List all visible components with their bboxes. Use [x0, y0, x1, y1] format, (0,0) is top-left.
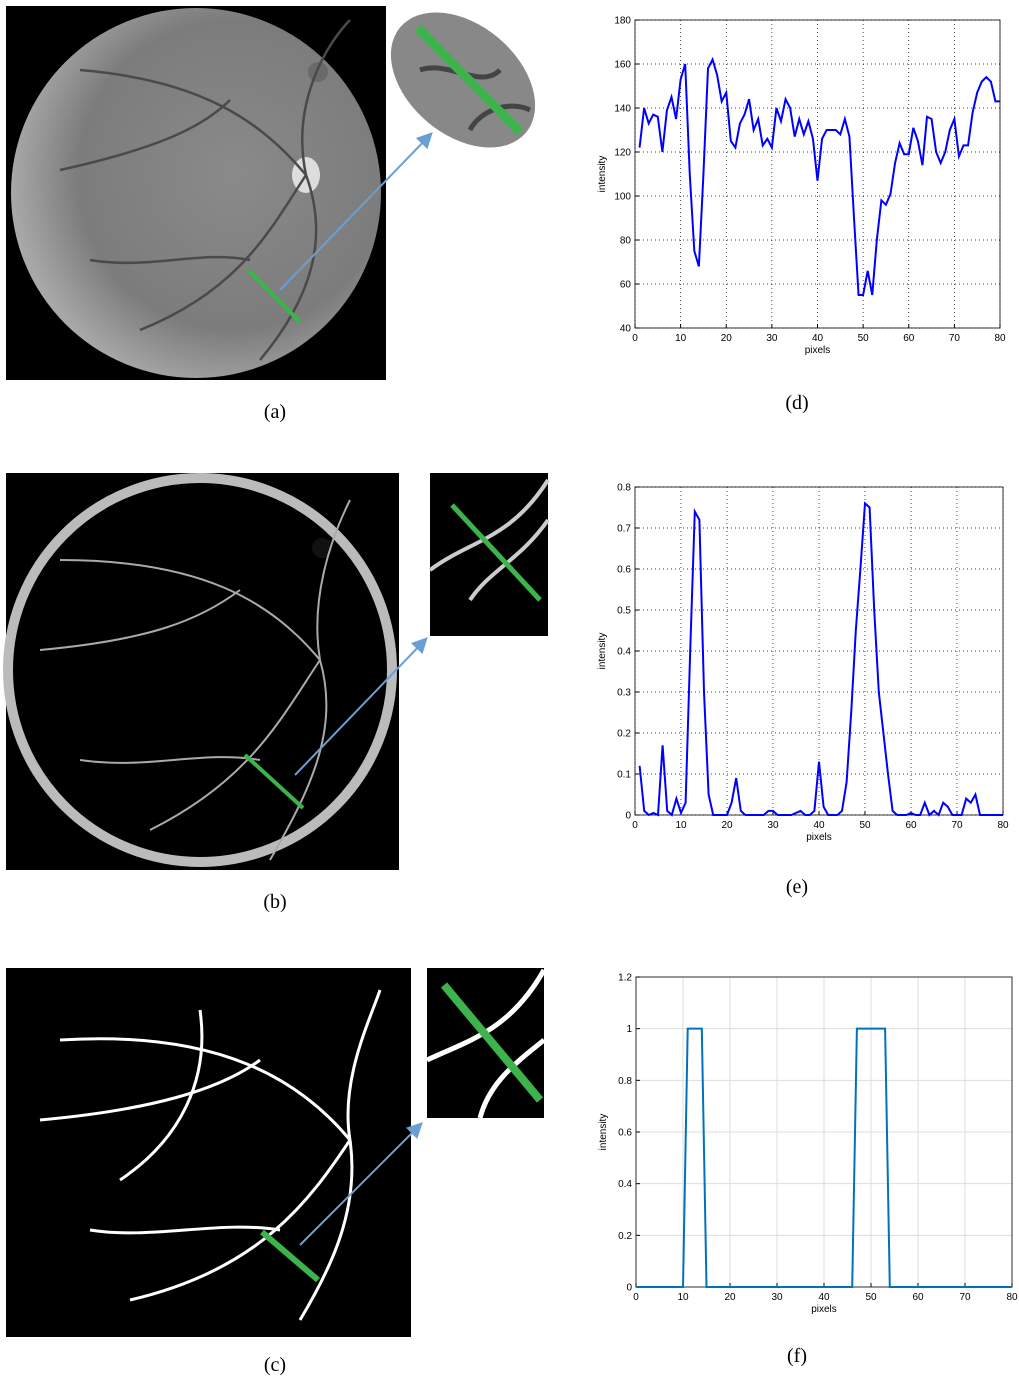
y-axis-label: intensity	[597, 633, 608, 670]
y-axis-label: intensity	[597, 156, 608, 193]
caption: (a)	[264, 401, 286, 423]
x-tick-label: 40	[812, 333, 824, 344]
x-tick-label: 70	[959, 1292, 971, 1303]
caption: (f)	[787, 1345, 807, 1367]
y-tick-label: 0.2	[618, 1231, 632, 1242]
x-tick-label: 10	[675, 333, 687, 344]
y-tick-label: 0.7	[617, 524, 631, 535]
x-tick-label: 80	[994, 333, 1006, 344]
y-tick-label: 0.4	[617, 647, 631, 658]
y-tick-label: 80	[620, 236, 632, 247]
x-tick-label: 60	[912, 1292, 924, 1303]
y-tick-label: 160	[614, 60, 631, 71]
x-tick-label: 40	[818, 1292, 830, 1303]
caption: (b)	[263, 891, 286, 913]
y-tick-label: 0.6	[617, 565, 631, 576]
y-tick-label: 0.1	[617, 770, 631, 781]
x-tick-label: 50	[865, 1292, 877, 1303]
data-line	[640, 503, 1003, 815]
x-tick-label: 80	[997, 820, 1009, 831]
caption: (e)	[786, 876, 808, 898]
y-tick-label: 40	[620, 324, 632, 335]
x-tick-label: 60	[905, 820, 917, 831]
data-line	[640, 60, 1000, 295]
x-tick-label: 0	[632, 820, 638, 831]
x-tick-label: 0	[632, 333, 638, 344]
fundus-image	[6, 0, 561, 380]
y-tick-label: 140	[614, 104, 631, 115]
y-tick-label: 180	[614, 16, 631, 27]
x-tick-label: 30	[767, 820, 779, 831]
x-axis-label: pixels	[805, 345, 831, 356]
x-tick-label: 20	[721, 820, 733, 831]
x-tick-label: 70	[951, 820, 963, 831]
y-tick-label: 0.8	[617, 483, 631, 494]
y-tick-label: 0	[625, 811, 631, 822]
x-tick-label: 70	[949, 333, 961, 344]
x-tick-label: 10	[677, 1292, 689, 1303]
x-tick-label: 30	[766, 333, 778, 344]
y-tick-label: 0.3	[617, 688, 631, 699]
y-axis-label: intensity	[598, 1114, 609, 1151]
x-tick-label: 50	[858, 333, 870, 344]
x-tick-label: 10	[675, 820, 687, 831]
x-tick-label: 30	[771, 1292, 783, 1303]
y-tick-label: 0.6	[618, 1128, 632, 1139]
y-tick-label: 0.8	[618, 1076, 632, 1087]
y-tick-label: 60	[620, 280, 632, 291]
x-tick-label: 20	[724, 1292, 736, 1303]
x-axis-label: pixels	[811, 1304, 837, 1315]
x-tick-label: 50	[859, 820, 871, 831]
y-tick-label: 1	[626, 1024, 632, 1035]
x-tick-label: 20	[721, 333, 733, 344]
x-tick-label: 60	[903, 333, 915, 344]
y-tick-label: 0.4	[618, 1179, 632, 1190]
x-tick-label: 0	[633, 1292, 639, 1303]
y-tick-label: 120	[614, 148, 631, 159]
caption: (d)	[785, 392, 808, 414]
figure: (a) (b) (c) (d) (e) (f) 4060801001201401…	[0, 0, 1019, 1381]
y-tick-label: 1.2	[618, 973, 632, 984]
enhanced-image	[6, 473, 548, 870]
page: (a) (b) (c) (d) (e) (f) 4060801001201401…	[0, 0, 1019, 1381]
x-axis-label: pixels	[806, 832, 832, 843]
y-tick-label: 0	[626, 1283, 632, 1294]
caption: (c)	[264, 1354, 286, 1376]
x-tick-label: 40	[813, 820, 825, 831]
y-tick-label: 100	[614, 192, 631, 203]
x-tick-label: 80	[1006, 1292, 1018, 1303]
segmented-image	[6, 968, 544, 1337]
y-tick-label: 0.2	[617, 729, 631, 740]
y-tick-label: 0.5	[617, 606, 631, 617]
